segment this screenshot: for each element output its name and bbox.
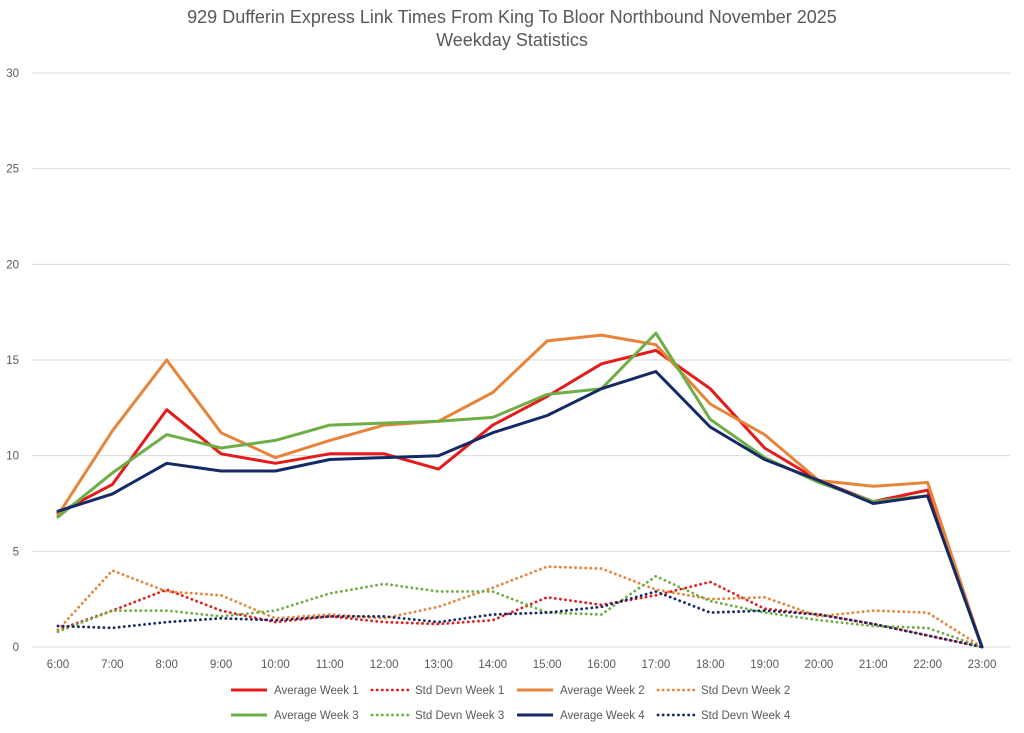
x-tick-label: 18:00 <box>696 659 725 671</box>
x-tick-label: 15:00 <box>533 659 562 671</box>
x-tick-label: 21:00 <box>859 659 888 671</box>
x-tick-label: 13:00 <box>424 659 453 671</box>
series-line-average-week-4 <box>56 370 984 649</box>
chart-subtitle: Weekday Statistics <box>436 30 588 50</box>
x-tick-label: 20:00 <box>805 659 834 671</box>
chart-title: 929 Dufferin Express Link Times From Kin… <box>187 7 837 27</box>
x-tick-label: 12:00 <box>370 659 399 671</box>
legend-label: Average Week 4 <box>560 710 645 722</box>
x-axis-ticks: 6:00 7:00 8:00 9:00 10:00 11:00 12:00 13:00 14:0… <box>47 659 997 671</box>
y-tick-label: 30 <box>6 68 19 80</box>
legend-label: Average Week 1 <box>274 685 359 697</box>
legend-entry: Average Week 3 <box>231 710 359 722</box>
legend-label: Average Week 3 <box>274 710 359 722</box>
y-tick-label: 15 <box>6 355 19 367</box>
legend-entry: Std Devn Week 4 <box>656 710 791 722</box>
chart-title-block: 929 Dufferin Express Link Times From Kin… <box>0 6 1024 52</box>
legend-label: Std Devn Week 3 <box>415 710 504 722</box>
series-line-std-devn-week-1 <box>56 580 984 649</box>
y-tick-label: 25 <box>6 164 19 176</box>
legend-entry: Average Week 2 <box>517 685 645 697</box>
series-line-average-week-2 <box>56 333 984 649</box>
series-line-std-devn-week-2 <box>56 565 984 649</box>
legend-entry: Std Devn Week 3 <box>370 710 504 722</box>
legend-entry: Std Devn Week 1 <box>370 685 504 697</box>
x-tick-label: 14:00 <box>478 659 507 671</box>
x-tick-label: 23:00 <box>968 659 997 671</box>
x-tick-label: 11:00 <box>316 659 344 671</box>
legend-label: Std Devn Week 4 <box>701 710 791 722</box>
x-tick-label: 16:00 <box>587 659 616 671</box>
legend-entry: Std Devn Week 2 <box>656 685 790 697</box>
series-line-std-devn-week-3 <box>56 574 984 649</box>
legend-label: Std Devn Week 1 <box>415 685 504 697</box>
legend-label: Average Week 2 <box>560 685 645 697</box>
legend-label: Std Devn Week 2 <box>701 685 790 697</box>
series-line-std-devn-week-4 <box>56 590 984 649</box>
x-tick-label: 7:00 <box>101 659 123 671</box>
legend-entry: Average Week 1 <box>231 685 359 697</box>
y-tick-label: 20 <box>6 259 19 271</box>
series-lines <box>56 331 984 649</box>
x-tick-label: 17:00 <box>641 659 670 671</box>
x-tick-label: 6:00 <box>47 659 69 671</box>
x-tick-label: 22:00 <box>913 659 942 671</box>
x-tick-label: 19:00 <box>750 659 779 671</box>
legend-entry: Average Week 4 <box>517 710 645 722</box>
x-tick-label: 10:00 <box>261 659 290 671</box>
y-axis-ticks: 0 5 10 15 20 25 30 <box>6 68 19 654</box>
gridlines <box>32 72 1010 648</box>
x-tick-label: 8:00 <box>156 659 178 671</box>
x-tick-label: 9:00 <box>210 659 232 671</box>
legend: Average Week 1 Std Devn Week 1 Average Wee… <box>231 685 791 722</box>
y-tick-label: 0 <box>13 642 19 654</box>
y-tick-label: 10 <box>6 451 19 463</box>
y-tick-label: 5 <box>13 546 19 558</box>
